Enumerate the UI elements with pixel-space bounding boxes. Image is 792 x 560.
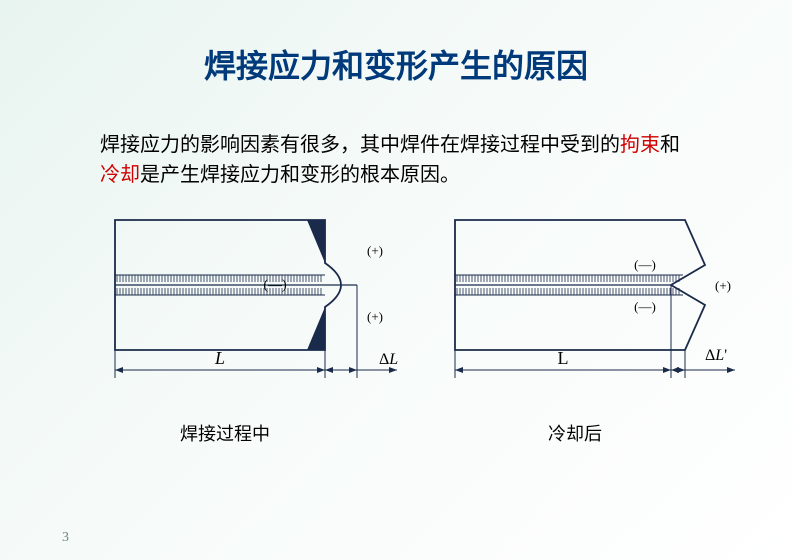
svg-text:ΔL': ΔL' xyxy=(705,347,727,364)
body-paragraph: 焊接应力的影响因素有很多，其中焊件在焊接过程中受到的拘束和冷却是产生焊接应力和变… xyxy=(100,130,690,190)
svg-text:ΔL: ΔL xyxy=(379,351,398,368)
svg-text:(—): (—) xyxy=(634,299,656,314)
figure-left: (+) (—) (+) L ΔL xyxy=(105,210,405,415)
svg-text:(—): (—) xyxy=(263,278,287,293)
body-mid: 和 xyxy=(660,134,680,156)
svg-text:L: L xyxy=(214,348,225,368)
slide-title: 焊接应力和变形产生的原因 xyxy=(0,41,792,87)
body-highlight-1: 拘束 xyxy=(620,134,660,156)
svg-text:L: L xyxy=(558,348,569,368)
figure-right: (—) (—) (+) L ΔL' xyxy=(445,210,755,415)
figure-left-svg: (+) (—) (+) L ΔL xyxy=(105,210,405,410)
body-suffix: 是产生焊接应力和变形的根本原因。 xyxy=(140,164,460,186)
figure-right-caption: 冷却后 xyxy=(515,420,635,446)
svg-text:(+): (+) xyxy=(715,278,731,293)
body-highlight-2: 冷却 xyxy=(100,164,140,186)
page-number: 3 xyxy=(62,530,69,546)
figures-container: (+) (—) (+) L ΔL 焊接过程中 (—) (—) (+) L ΔL' 冷却后 xyxy=(0,210,792,470)
svg-text:(+): (+) xyxy=(367,243,383,258)
figure-right-svg: (—) (—) (+) L ΔL' xyxy=(445,210,755,410)
svg-text:(+): (+) xyxy=(367,309,383,324)
body-prefix: 焊接应力的影响因素有很多，其中焊件在焊接过程中受到的 xyxy=(100,134,620,156)
svg-text:(—): (—) xyxy=(634,257,656,272)
slide: 焊接应力和变形产生的原因 焊接应力的影响因素有很多，其中焊件在焊接过程中受到的拘… xyxy=(0,0,792,560)
figure-left-caption: 焊接过程中 xyxy=(145,420,305,446)
